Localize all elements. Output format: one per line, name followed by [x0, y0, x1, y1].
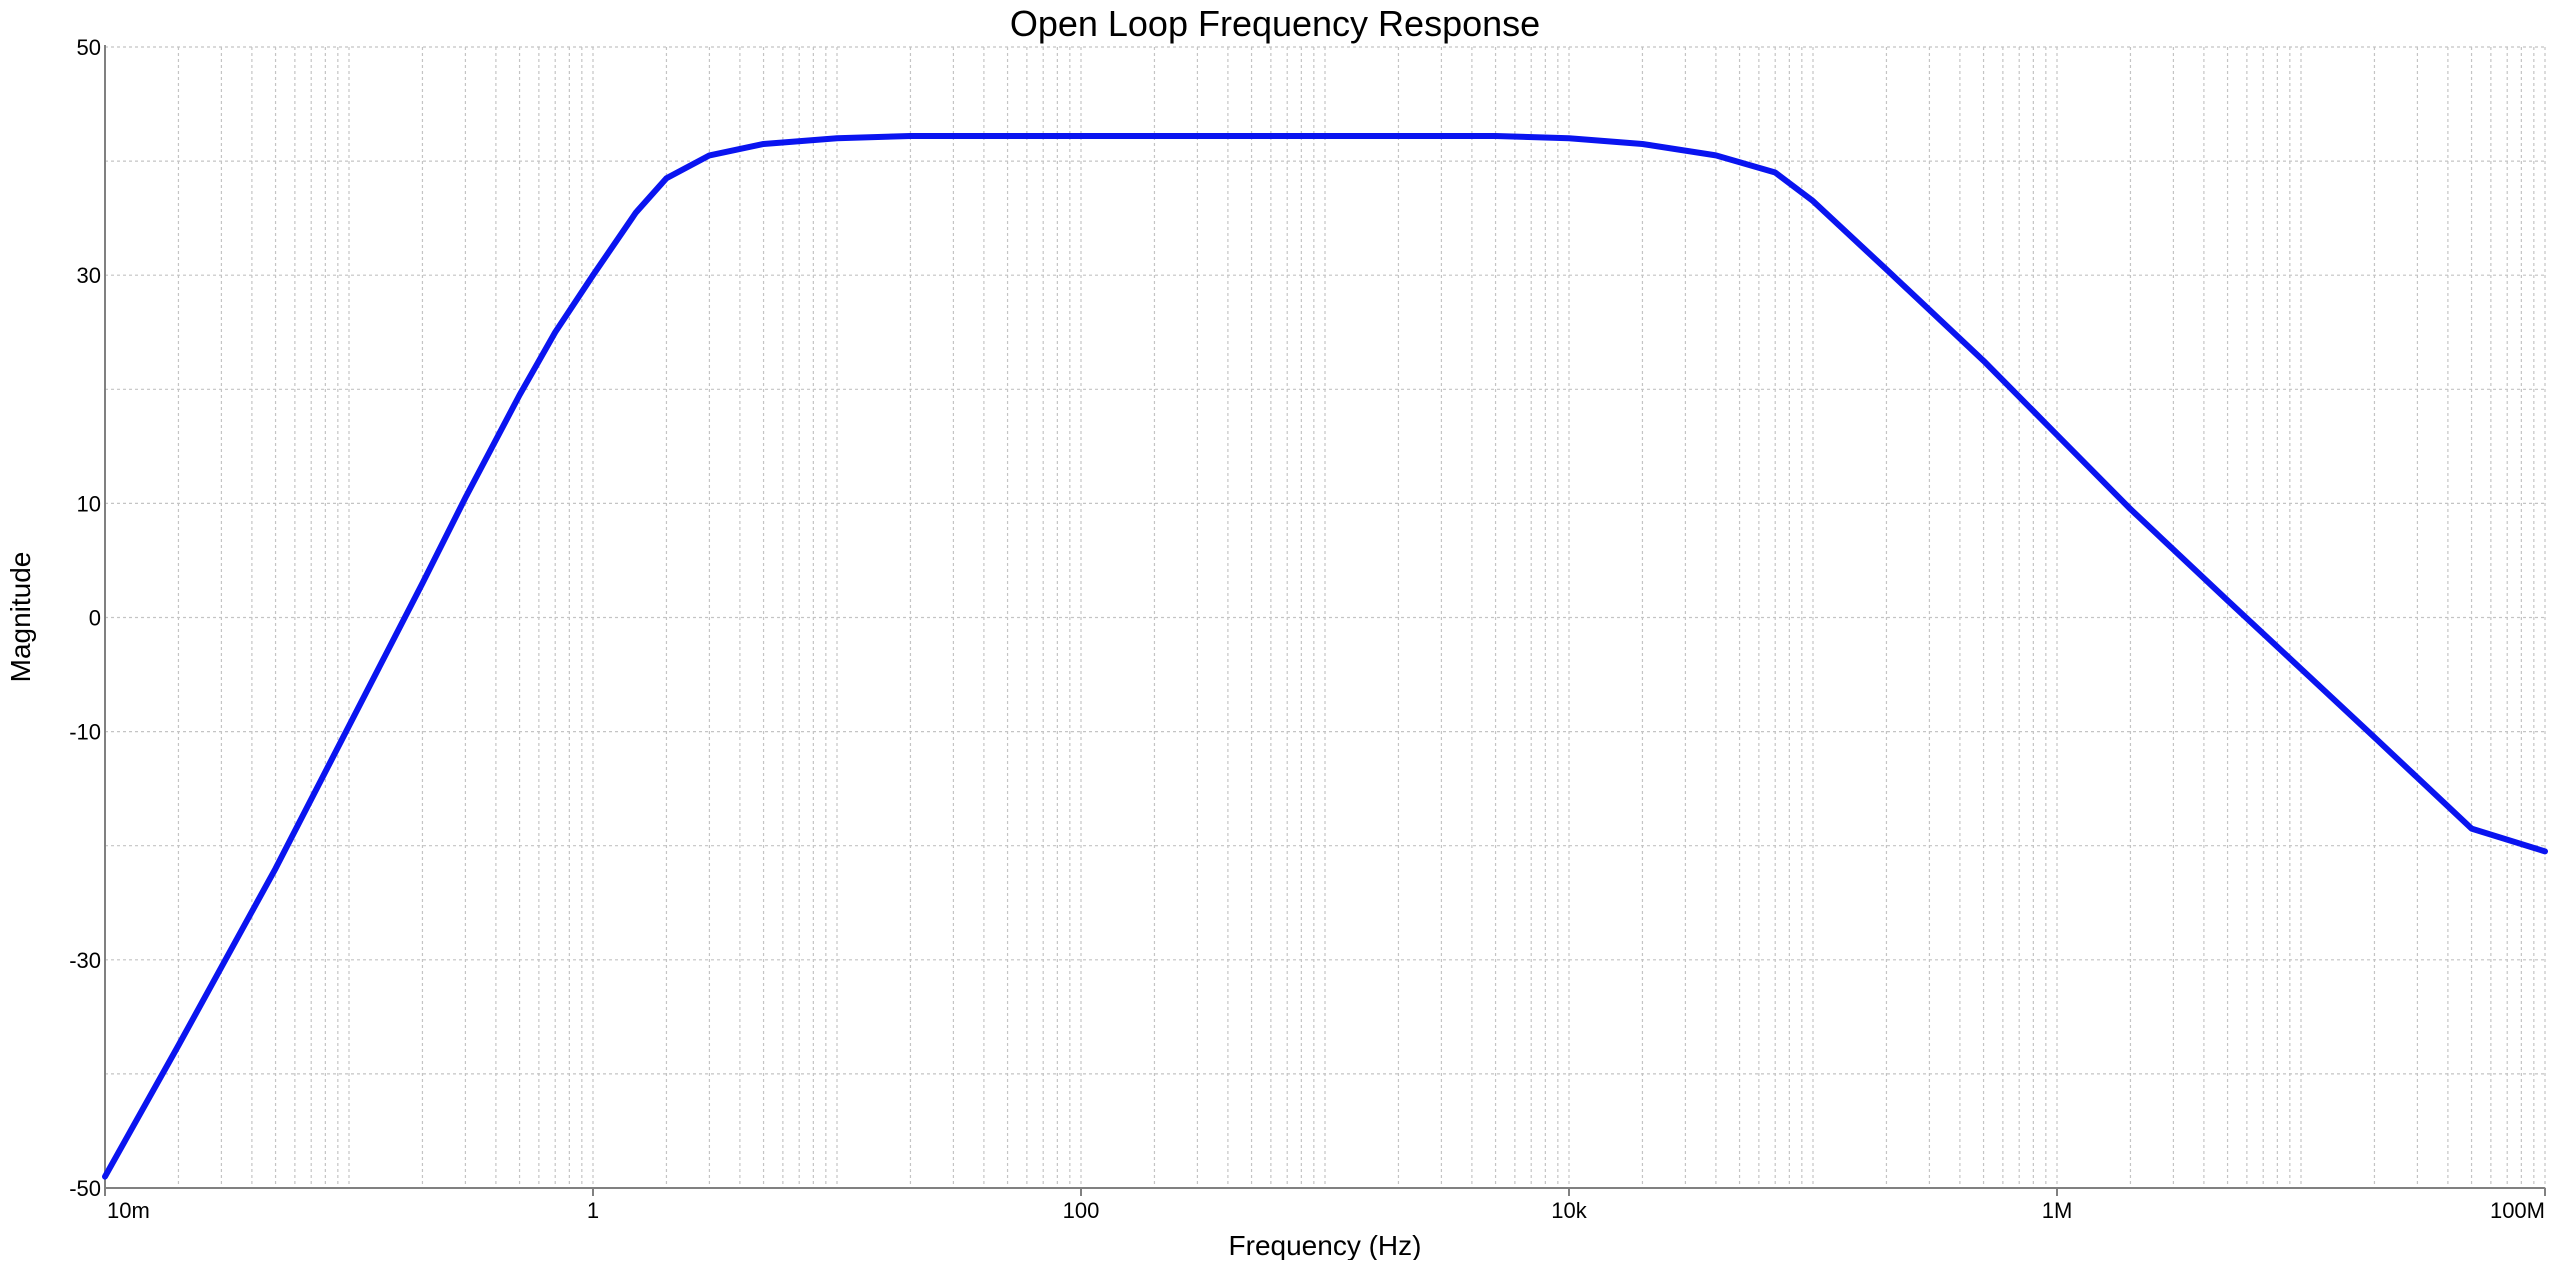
series-point [1812, 200, 1814, 202]
series-point [2056, 434, 2058, 436]
x-tick-label: 100 [1063, 1198, 1100, 1223]
series-point [2373, 736, 2375, 738]
series-point [665, 177, 667, 179]
x-tick-label: 100M [2490, 1198, 2545, 1223]
y-tick-label: 50 [77, 35, 101, 60]
axes [104, 45, 2545, 1189]
series-point [1983, 360, 1985, 362]
series-point [104, 1176, 106, 1178]
series-point [348, 725, 350, 727]
x-axis-ticks: 10m 1 100 10k 1M 100M [104, 1188, 2546, 1223]
series-point [1495, 135, 1497, 137]
series-point [421, 582, 423, 584]
series-points [104, 135, 2546, 1178]
x-tick-label: 10k [1551, 1198, 1587, 1223]
series-point [2471, 828, 2473, 830]
x-tick-label: 1M [2042, 1198, 2073, 1223]
x-tick-label: 1 [587, 1198, 599, 1223]
series-point [464, 497, 466, 499]
series-point [519, 394, 521, 396]
grid-lines [104, 46, 2546, 1189]
x-axis-label: Frequency (Hz) [1229, 1230, 1422, 1260]
series-point [1080, 135, 1082, 137]
y-tick-label: 10 [77, 491, 101, 516]
series-point [1007, 135, 1009, 137]
series-point [1774, 172, 1776, 174]
series-point [592, 274, 594, 276]
series-point [1715, 154, 1717, 156]
series-point [836, 137, 838, 139]
series-point [708, 154, 710, 156]
series-point [2544, 850, 2546, 852]
y-tick-label: -50 [69, 1176, 101, 1201]
y-axis-ticks: 50 30 10 0 -10 -30 -50 [69, 35, 101, 1201]
series-point [1568, 137, 1570, 139]
series-point [2300, 668, 2302, 670]
series-point [275, 868, 277, 870]
series-point [177, 1044, 179, 1046]
series-point [763, 143, 765, 145]
series-point [1641, 143, 1643, 145]
y-tick-label: -10 [69, 720, 101, 745]
series-point [2129, 508, 2131, 510]
y-tick-label: 0 [89, 606, 101, 631]
y-tick-label: 30 [77, 263, 101, 288]
series-point [2227, 599, 2229, 601]
x-tick-label: 10m [107, 1198, 150, 1223]
series-point [1324, 135, 1326, 137]
y-tick-label: -30 [69, 948, 101, 973]
series-point [635, 211, 637, 213]
chart-title: Open Loop Frequency Response [1010, 3, 1540, 44]
series-point [1885, 268, 1887, 270]
series-point [554, 331, 556, 333]
y-axis-label: Magnitude [5, 552, 36, 683]
series-point [909, 135, 911, 137]
